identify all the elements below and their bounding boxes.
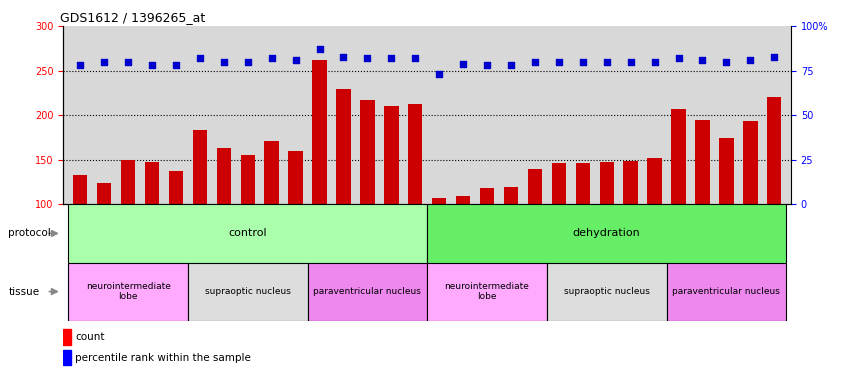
Bar [743, 121, 757, 294]
Point [648, 59, 662, 65]
Text: paraventricular nucleus: paraventricular nucleus [673, 287, 780, 296]
Bar [265, 141, 279, 294]
Point [217, 59, 231, 65]
Point [360, 56, 374, 62]
Bar [69, 262, 188, 321]
Bar [647, 158, 662, 294]
Text: supraoptic nucleus: supraoptic nucleus [205, 287, 291, 296]
Point [409, 56, 422, 62]
Point [576, 59, 590, 65]
Bar [408, 104, 422, 294]
Bar [427, 204, 786, 262]
Point [241, 59, 255, 65]
Bar [97, 183, 112, 294]
Point [121, 59, 135, 65]
Bar [528, 169, 542, 294]
Bar [336, 90, 350, 294]
Text: percentile rank within the sample: percentile rank within the sample [75, 352, 251, 363]
Bar [168, 171, 183, 294]
Text: count: count [75, 332, 105, 342]
Bar [121, 160, 135, 294]
Point [672, 56, 685, 62]
Text: supraoptic nucleus: supraoptic nucleus [563, 287, 650, 296]
Text: dehydration: dehydration [573, 228, 640, 238]
Bar [188, 262, 308, 321]
Bar [69, 204, 427, 262]
Text: tissue: tissue [8, 286, 40, 297]
Bar [63, 350, 71, 365]
Text: control: control [228, 228, 267, 238]
Point [169, 62, 183, 68]
Point [265, 56, 278, 62]
Bar [504, 187, 518, 294]
Bar [667, 262, 786, 321]
Point [744, 57, 757, 63]
Point [74, 62, 87, 68]
Point [337, 54, 350, 60]
Bar [240, 155, 255, 294]
Text: neurointermediate
lobe: neurointermediate lobe [85, 282, 171, 301]
Bar [73, 175, 87, 294]
Point [504, 62, 518, 68]
Bar [575, 162, 590, 294]
Bar [719, 138, 733, 294]
Point [624, 59, 637, 65]
Point [432, 71, 446, 77]
Text: protocol: protocol [8, 228, 52, 238]
Bar [695, 120, 710, 294]
Point [767, 54, 781, 60]
Bar [456, 196, 470, 294]
Bar [552, 164, 566, 294]
Bar [312, 60, 327, 294]
Bar [427, 262, 547, 321]
Point [193, 56, 206, 62]
Point [481, 62, 494, 68]
Bar [672, 109, 686, 294]
Text: GDS1612 / 1396265_at: GDS1612 / 1396265_at [60, 11, 205, 24]
Bar [145, 162, 159, 294]
Point [146, 62, 159, 68]
Point [97, 59, 111, 65]
Bar [63, 329, 71, 345]
Point [528, 59, 541, 65]
Point [385, 56, 398, 62]
Text: paraventricular nucleus: paraventricular nucleus [314, 287, 421, 296]
Point [313, 46, 327, 53]
Text: neurointermediate
lobe: neurointermediate lobe [445, 282, 530, 301]
Point [720, 59, 733, 65]
Bar [624, 161, 638, 294]
Bar [193, 130, 207, 294]
Point [695, 57, 709, 63]
Point [552, 59, 566, 65]
Bar [288, 151, 303, 294]
Bar [480, 188, 494, 294]
Bar [384, 105, 398, 294]
Bar [308, 262, 427, 321]
Bar [767, 97, 782, 294]
Bar [600, 162, 614, 294]
Bar [547, 262, 667, 321]
Point [288, 57, 302, 63]
Bar [432, 198, 447, 294]
Point [600, 59, 613, 65]
Bar [360, 100, 375, 294]
Point [456, 61, 470, 67]
Bar [217, 148, 231, 294]
